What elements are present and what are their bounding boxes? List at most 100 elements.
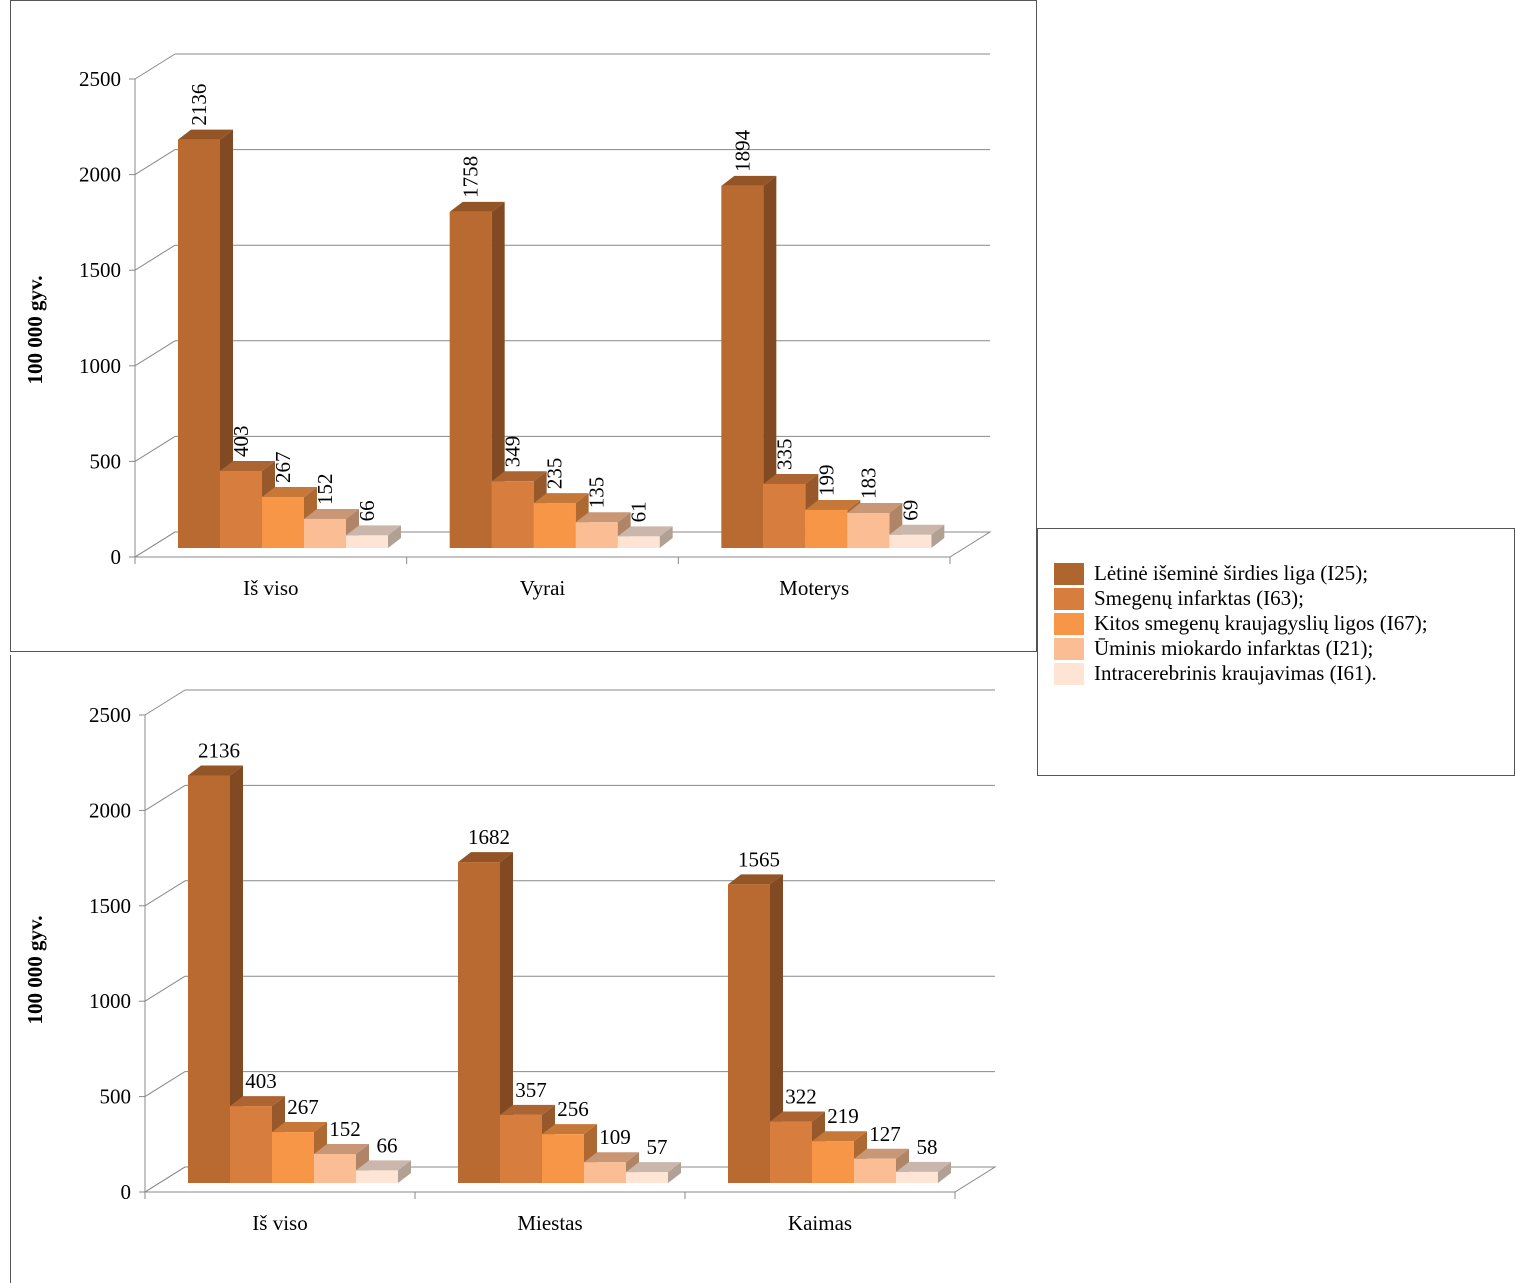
legend-swatch — [1054, 613, 1084, 635]
data-label: 1565 — [738, 847, 780, 871]
data-label: 2136 — [187, 84, 211, 126]
y-tick-label: 0 — [111, 545, 122, 569]
bar-side — [500, 852, 513, 1183]
bar — [220, 470, 262, 548]
y-axis-title: 100 000 gyv. — [23, 915, 47, 1024]
bar — [533, 503, 576, 548]
bar — [847, 513, 890, 548]
bar — [314, 1153, 356, 1183]
grid-line — [134, 435, 176, 462]
grid-line — [134, 531, 176, 558]
bar-top — [304, 508, 359, 519]
bar-top — [805, 499, 861, 510]
data-label: 219 — [827, 1104, 859, 1128]
data-label: 267 — [287, 1095, 319, 1119]
bar — [728, 884, 770, 1183]
bar-top — [617, 526, 673, 537]
bar-top — [584, 1152, 639, 1163]
bar-side — [668, 1162, 681, 1183]
bar-top — [896, 1161, 951, 1172]
data-label: 267 — [271, 451, 295, 483]
data-label: 357 — [515, 1078, 547, 1102]
bar-side — [388, 525, 401, 548]
x-tick-label: Iš viso — [252, 1211, 307, 1235]
bar-top — [356, 1160, 411, 1171]
bar-top — [262, 486, 317, 497]
data-label: 152 — [329, 1117, 361, 1141]
bar — [230, 1106, 272, 1183]
bar — [458, 862, 500, 1183]
bar — [304, 518, 346, 548]
grid-line — [144, 975, 186, 1002]
bar — [770, 1121, 812, 1183]
data-label: 1894 — [730, 129, 754, 172]
data-label: 335 — [772, 438, 796, 470]
legend-entry: Ūminis miokardo infarktas (I21); — [1054, 638, 1514, 660]
bar-side — [398, 1160, 411, 1183]
data-label: 58 — [917, 1135, 938, 1159]
bar-top — [770, 1111, 825, 1122]
bar-top — [533, 493, 589, 504]
bar-top — [812, 1131, 867, 1142]
data-label: 57 — [647, 1135, 668, 1159]
bar-top — [314, 1143, 369, 1154]
bar-side — [770, 874, 783, 1183]
legend-label: Ūminis miokardo infarktas (I21); — [1094, 636, 1374, 660]
bar — [889, 534, 932, 548]
grid-line — [144, 689, 186, 716]
data-label: 2136 — [198, 738, 240, 762]
grid-line — [144, 880, 186, 907]
y-tick-label: 500 — [90, 449, 122, 473]
bar — [763, 483, 806, 548]
bar — [542, 1134, 584, 1183]
bar — [812, 1141, 854, 1183]
data-label: 235 — [543, 458, 567, 490]
bar-top — [500, 1104, 555, 1115]
grid-line — [144, 784, 186, 811]
data-label: 403 — [229, 425, 253, 457]
bar-top — [575, 512, 631, 523]
bar-side — [931, 524, 945, 548]
legend-label: Kitos smegenų kraujagyslių ligos (I67); — [1094, 611, 1428, 635]
x-tick-label: Miestas — [517, 1211, 582, 1235]
bar-top — [230, 1096, 285, 1107]
bar — [721, 185, 764, 549]
data-label: 1758 — [459, 156, 483, 198]
data-label: 61 — [627, 501, 651, 522]
bar-top — [626, 1162, 681, 1173]
x-tick-label: Moterys — [779, 576, 849, 600]
y-tick-label: 500 — [100, 1085, 132, 1109]
bar-top — [272, 1122, 327, 1133]
bar-side — [659, 526, 673, 548]
bar — [896, 1171, 938, 1183]
bar — [584, 1162, 626, 1183]
bar — [617, 536, 660, 548]
bar — [356, 1170, 398, 1183]
bar — [854, 1158, 896, 1183]
legend-entry: Intracerebrinis kraujavimas (I61). — [1054, 663, 1514, 685]
bar — [626, 1172, 668, 1183]
data-label: 66 — [377, 1133, 398, 1157]
grid-line — [134, 53, 176, 80]
bar-top — [449, 201, 505, 212]
legend-entry: Smegenų infarktas (I63); — [1054, 588, 1514, 610]
bar — [805, 509, 848, 548]
bar-side — [230, 765, 243, 1183]
grid-line — [134, 340, 176, 367]
grid-line — [134, 149, 176, 176]
bar — [500, 1114, 542, 1183]
legend-swatch — [1054, 588, 1084, 610]
bar-top — [728, 874, 783, 885]
y-tick-label: 1500 — [79, 258, 121, 282]
bar — [178, 139, 220, 548]
legend-label: Smegenų infarktas (I63); — [1094, 586, 1304, 610]
legend-entry: Kitos smegenų kraujagyslių ligos (I67); — [1054, 613, 1514, 635]
x-tick-label: Vyrai — [520, 576, 566, 600]
bar-side — [491, 201, 505, 548]
y-axis-title: 100 000 gyv. — [23, 275, 47, 384]
data-label: 127 — [869, 1122, 901, 1146]
grid-line — [134, 244, 176, 271]
y-tick-label: 2000 — [89, 798, 131, 822]
data-label: 199 — [814, 464, 838, 496]
